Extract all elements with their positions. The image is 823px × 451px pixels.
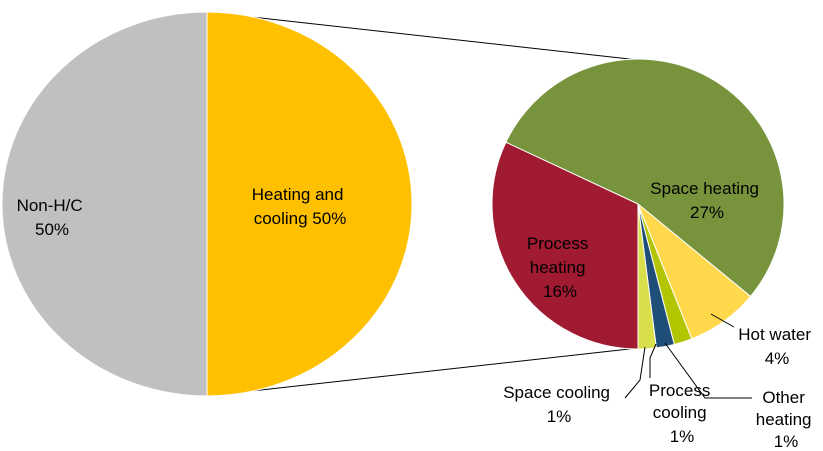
label-non-hc-line1: Non-H/C: [17, 196, 83, 215]
label-process-cooling-line3: 1%: [670, 427, 695, 446]
label-hot-water-line2: 4%: [765, 349, 790, 368]
label-other-heating-line1: Other: [762, 388, 805, 407]
main-slice-heating-and-cooling: [206, 11, 413, 397]
label-non-hc: Non-H/C 50%: [17, 196, 88, 239]
label-non-hc-line2: 50%: [35, 220, 69, 239]
label-space-heating-line2: 27%: [690, 203, 724, 222]
connector-line-top: [206, 11, 639, 61]
main-slice-non-h-c: [1, 11, 208, 397]
connector-line-bottom: [206, 347, 639, 397]
main-pie: [1, 11, 413, 397]
label-space-heating-line1: Space heating: [650, 179, 759, 198]
label-other-heating-line3: 1%: [774, 432, 799, 451]
label-space-cooling-line1: Space cooling: [503, 383, 610, 402]
label-space-cooling-line2: 1%: [547, 407, 572, 426]
label-process-cooling-line2: cooling: [653, 403, 707, 422]
label-process-heating: Process heating 16%: [527, 234, 593, 301]
label-hot-water-line1: Hot water: [738, 325, 811, 344]
label-process-heating-line1: Process: [527, 234, 588, 253]
leader-process-cooling: [649, 343, 657, 378]
detail-slice-process-heating: [491, 141, 639, 350]
label-process-heating-line3: 16%: [543, 282, 577, 301]
label-heating-cooling: Heating and cooling 50%: [252, 185, 348, 228]
label-other-heating-line2: heating: [756, 410, 812, 429]
leader-hot-water: [710, 313, 735, 328]
detail-pie: [491, 58, 785, 350]
label-process-heating-line2: heating: [530, 258, 586, 277]
label-hot-water: Hot water 4%: [738, 325, 815, 368]
leader-space-cooling: [624, 346, 646, 399]
label-space-heating: Space heating 27%: [650, 179, 763, 222]
label-other-heating: Other heating 1%: [756, 388, 817, 451]
leader-other-heating: [664, 342, 752, 399]
detail-slice-space-heating: [505, 58, 785, 298]
label-space-cooling: Space cooling 1%: [503, 383, 615, 426]
label-process-cooling: Process cooling 1%: [649, 381, 715, 446]
label-process-cooling-line1: Process: [649, 381, 710, 400]
label-heating-cooling-line2: cooling 50%: [254, 209, 347, 228]
label-heating-cooling-line1: Heating and: [252, 185, 344, 204]
